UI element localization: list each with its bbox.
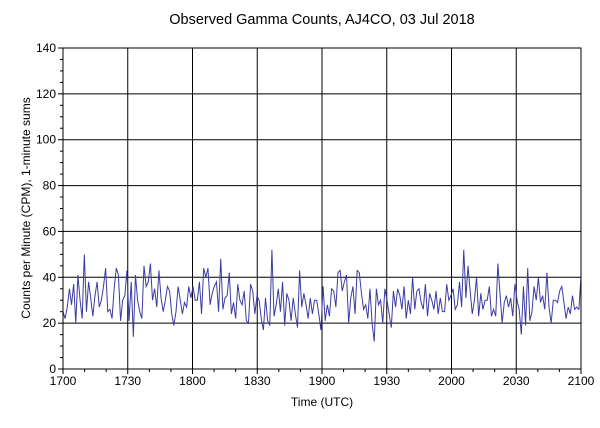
x-tick-label: 1800 [179, 374, 206, 388]
x-tick-label: 2030 [503, 374, 530, 388]
grid-lines [63, 48, 581, 369]
minor-ticks [58, 47, 582, 374]
y-tick-label: 120 [36, 87, 56, 101]
x-tick-label: 2100 [568, 374, 595, 388]
x-tick-label: 1730 [114, 374, 141, 388]
chart-title: Observed Gamma Counts, AJ4CO, 03 Jul 201… [169, 12, 474, 28]
y-tick-label: 40 [43, 270, 57, 284]
y-tick-label: 20 [43, 316, 57, 330]
y-tick-label: 140 [36, 41, 56, 55]
x-tick-labels: 1700 1730 1800 1830 1900 1930 2000 2030 2100 [50, 374, 595, 388]
y-tick-label: 0 [49, 362, 56, 376]
plot-frame [62, 47, 582, 370]
y-tick-label: 100 [36, 133, 56, 147]
y-tick-label: 60 [43, 224, 57, 238]
x-tick-label: 1900 [309, 374, 336, 388]
series-line-gamma-counts [62, 249, 582, 342]
x-tick-label: 1700 [50, 374, 77, 388]
x-tick-label: 1930 [373, 374, 400, 388]
y-axis-label: Counts per Minute (CPM), 1-minute sums [19, 97, 33, 318]
x-tick-label: 1830 [244, 374, 271, 388]
x-axis-label: Time (UTC) [291, 395, 353, 409]
y-tick-labels: 0 20 40 60 80 100 120 140 [36, 41, 56, 376]
y-tick-label: 80 [43, 179, 57, 193]
x-tick-label: 2000 [438, 374, 465, 388]
